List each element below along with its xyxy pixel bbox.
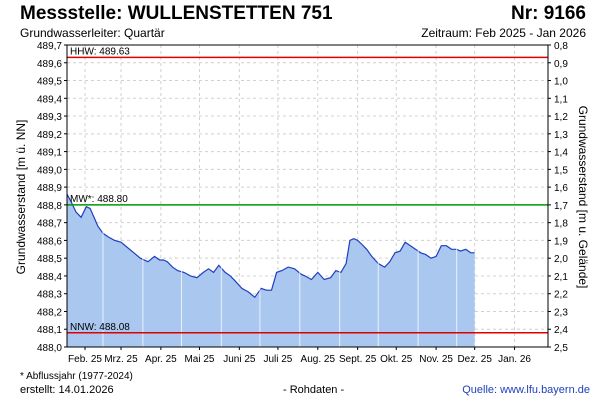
- x-tick-label: Juli 25: [263, 354, 292, 365]
- y-right-tick-label: 1,2: [554, 112, 568, 123]
- month-dividers: [102, 45, 458, 347]
- groundwater-area: [67, 194, 475, 347]
- y-right-tick-label: 2,5: [554, 343, 568, 354]
- reference-lines: HHW: 489.63 MW*: 488.80 NNW: 488.08: [67, 46, 548, 334]
- x-axis-ticks: Feb. 25 Mrz. 25 Apr. 25 Mai 25 Juni 25 Juli 2…: [68, 347, 531, 365]
- y-tick-label: 488,4: [37, 272, 62, 283]
- y-right-tick-label: 2,4: [554, 325, 568, 336]
- x-tick-label: Feb. 25: [68, 354, 102, 365]
- y-tick-label: 489,0: [37, 165, 62, 176]
- y-tick-label: 488,6: [37, 236, 62, 247]
- x-tick-label: Sept. 25: [339, 354, 377, 365]
- y-right-tick-label: 1,9: [554, 236, 568, 247]
- x-tick-label: Apr. 25: [145, 354, 177, 365]
- y-right-tick-label: 0,8: [554, 41, 568, 52]
- y-right-tick-label: 1,5: [554, 165, 568, 176]
- station-title: Messstelle: WULLENSTETTEN 751: [20, 3, 333, 24]
- y-right-tick-label: 2,2: [554, 290, 568, 301]
- y-right-tick-label: 1,7: [554, 201, 568, 212]
- y-tick-label: 489,7: [37, 41, 62, 52]
- y-tick-label: 488,2: [37, 307, 62, 318]
- x-tick-label: Mrz. 25: [104, 354, 138, 365]
- x-tick-label: Nov. 25: [419, 354, 453, 365]
- y-tick-label: 488,3: [37, 290, 62, 301]
- groundwater-line: [66, 193, 475, 299]
- y-right-tick-label: 1,4: [554, 148, 568, 159]
- reference-label: MW*: 488.80: [70, 194, 128, 205]
- y-axis-left-label: Grundwasserstand [m ü. NN]: [14, 120, 28, 275]
- y-tick-label: 489,2: [37, 130, 62, 141]
- y-tick-label: 488,9: [37, 183, 62, 194]
- y-right-tick-label: 1,1: [554, 94, 568, 105]
- y-axis-left-ticks: 489,7 489,6 489,5 489,4 489,3 489,2 489,1 489,0…: [37, 41, 67, 354]
- y-tick-label: 489,3: [37, 112, 62, 123]
- y-right-tick-label: 0,9: [554, 59, 568, 70]
- x-tick-label: Mai 25: [184, 354, 214, 365]
- data-status: - Rohdaten -: [283, 384, 345, 396]
- station-number: Nr: 9166: [511, 3, 586, 24]
- x-tick-label: Jan. 26: [498, 354, 531, 365]
- y-tick-label: 489,4: [37, 94, 62, 105]
- y-right-tick-label: 1,6: [554, 183, 568, 194]
- created-date: erstellt: 14.01.2026: [20, 384, 114, 396]
- y-tick-label: 488,7: [37, 219, 62, 230]
- y-tick-label: 488,1: [37, 325, 62, 336]
- y-tick-label: 489,1: [37, 148, 62, 159]
- x-tick-label: Dez. 25: [457, 354, 492, 365]
- y-right-tick-label: 1,3: [554, 130, 568, 141]
- y-tick-label: 489,6: [37, 59, 62, 70]
- y-right-tick-label: 2,0: [554, 254, 568, 265]
- source-link[interactable]: Quelle: www.lfu.bayern.de: [462, 384, 590, 396]
- x-tick-label: Okt. 25: [380, 354, 413, 365]
- footnote: * Abflussjahr (1977-2024): [20, 371, 133, 382]
- reference-label: HHW: 489.63: [70, 46, 130, 57]
- y-tick-label: 489,5: [37, 77, 62, 88]
- y-right-tick-label: 1,8: [554, 219, 568, 230]
- y-tick-label: 488,0: [37, 343, 62, 354]
- y-axis-right-label: Grundwasserstand [m u. Gelände]: [576, 106, 590, 289]
- x-tick-label: Aug. 25: [301, 354, 336, 365]
- y-right-tick-label: 2,1: [554, 272, 568, 283]
- y-tick-label: 488,8: [37, 201, 62, 212]
- aquifer-label: Grundwasserleiter: Quartär: [20, 26, 165, 40]
- y-right-tick-label: 2,3: [554, 307, 568, 318]
- x-tick-label: Juni 25: [223, 354, 256, 365]
- y-axis-right-ticks: 0,8 0,9 1,0 1,1 1,2 1,3 1,4 1,5 1,6 1,7 1,8 1,9 2,0 2…: [548, 41, 568, 354]
- y-tick-label: 488,5: [37, 254, 62, 265]
- y-right-tick-label: 1,0: [554, 77, 568, 88]
- reference-label: NNW: 488.08: [70, 322, 130, 333]
- period-label: Zeitraum: Feb 2025 - Jan 2026: [421, 26, 586, 40]
- plot-frame: [66, 44, 549, 348]
